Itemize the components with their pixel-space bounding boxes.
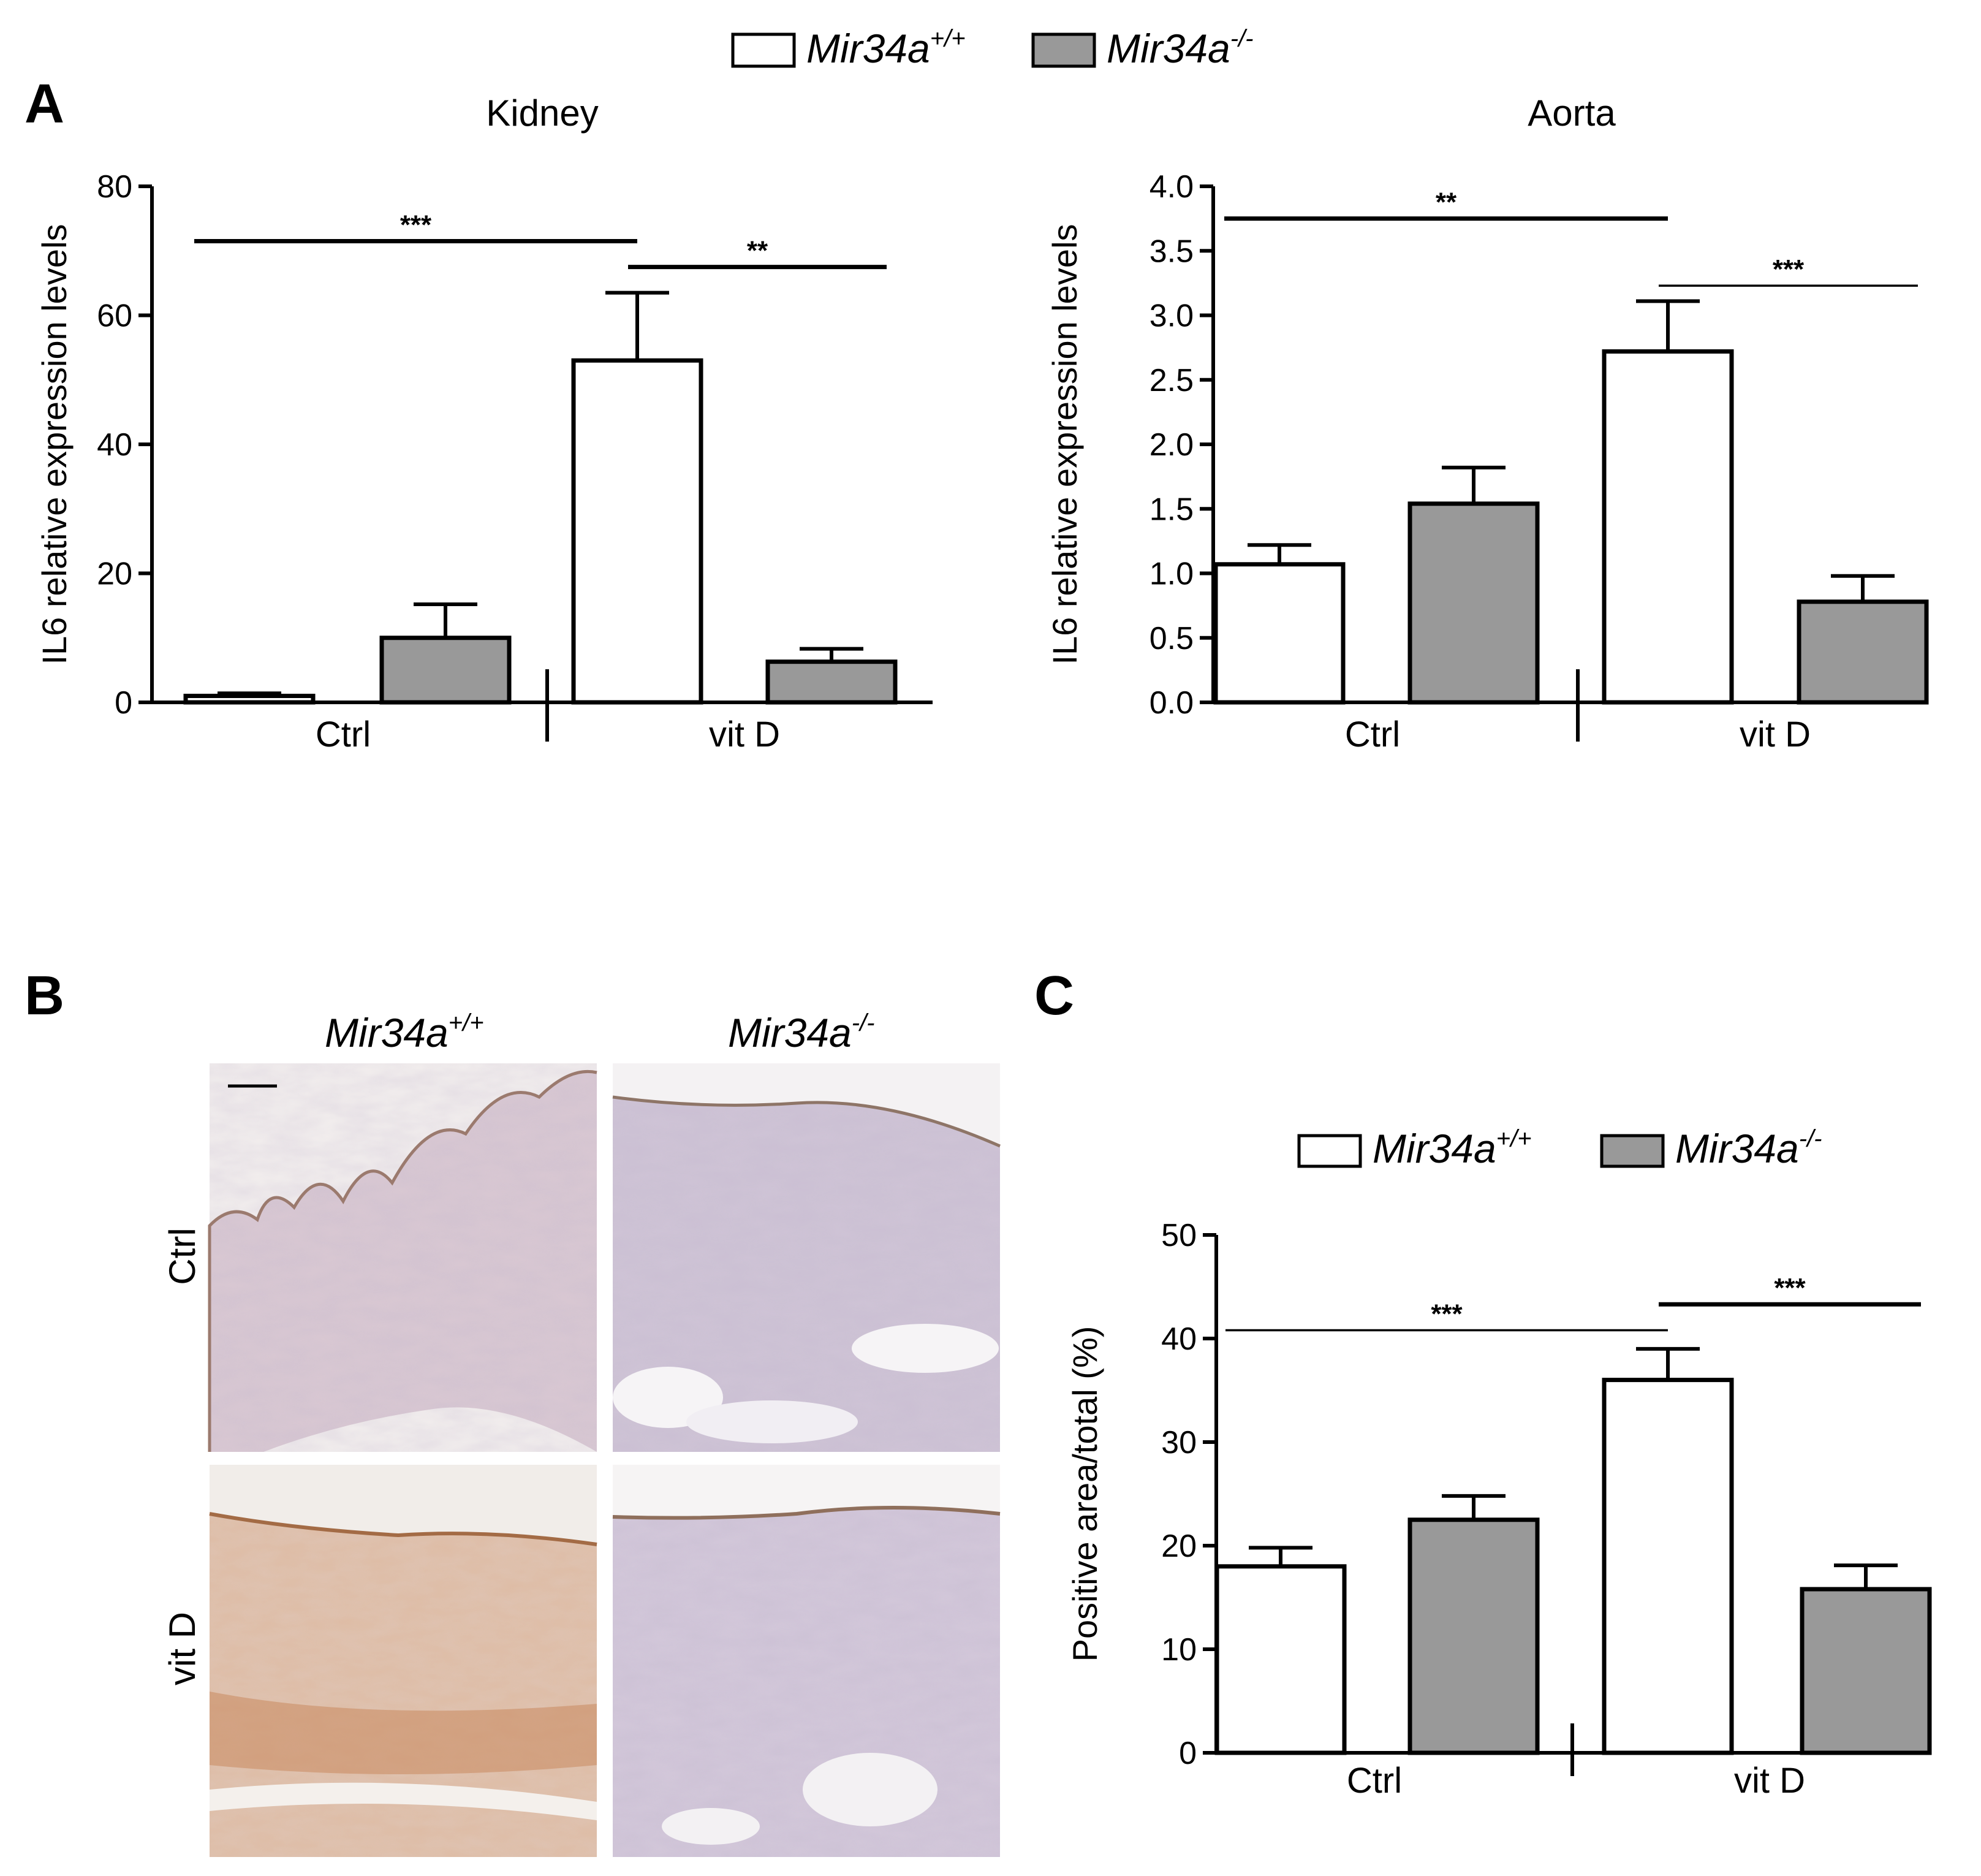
micrograph-ko-vitd xyxy=(612,1465,1001,1857)
legend-top: Mir34a+/+ Mir34a-/- xyxy=(731,25,1254,71)
y-tick-label: 80 xyxy=(97,169,132,205)
y-tick-label: 2.5 xyxy=(1150,363,1194,398)
x-category-label: vit D xyxy=(1740,715,1811,754)
chart-aorta: Aorta IL6 relative expression levels 0.0 0.… xyxy=(1045,93,1929,754)
legend-c-label-ko: Mir34a-/- xyxy=(1675,1125,1822,1171)
y-tick-label: 40 xyxy=(97,427,132,463)
chart-positive-area: Positive area/total (%) 0 10 20 30 40 50 Ctrl vi… xyxy=(1066,1218,1932,1801)
legend-swatch-ko xyxy=(1031,32,1096,68)
y-tick-label: 1.5 xyxy=(1150,492,1194,527)
legend-c-swatch-wt xyxy=(1297,1134,1362,1168)
y-tick-label: 60 xyxy=(97,298,132,334)
legend-swatch-wt xyxy=(731,32,796,68)
x-category-label: Ctrl xyxy=(1347,1761,1402,1801)
significance-label: ** xyxy=(747,236,768,266)
micrograph-wt-vitd xyxy=(209,1465,597,1857)
y-tick-label: 4.0 xyxy=(1150,169,1194,205)
bar-wt xyxy=(1602,1378,1734,1755)
bar-ko xyxy=(1797,599,1929,705)
legend-c-label-wt: Mir34a+/+ xyxy=(1373,1125,1532,1171)
y-tick-label: 3.0 xyxy=(1150,298,1194,334)
y-tick-label: 0 xyxy=(1179,1736,1197,1771)
bar-ko xyxy=(1800,1587,1932,1755)
x-category-label: Ctrl xyxy=(316,715,371,754)
micrograph-row-label-ctrl: Ctrl xyxy=(162,1228,203,1285)
significance-label: *** xyxy=(1431,1299,1463,1329)
bar-wt xyxy=(183,693,316,705)
bar-ko xyxy=(1407,1517,1540,1755)
chart-kidney: Kidney IL6 relative expression levels 0 20 4… xyxy=(35,93,933,754)
x-category-label: Ctrl xyxy=(1345,715,1400,754)
bar-wt xyxy=(571,358,703,705)
y-tick-label: 30 xyxy=(1161,1425,1197,1460)
micrograph-ko-ctrl xyxy=(612,1063,1001,1452)
y-tick-label: 0.5 xyxy=(1150,621,1194,656)
y-tick-label: 0.0 xyxy=(1150,685,1194,721)
significance-label: ** xyxy=(1436,188,1457,218)
significance-label: *** xyxy=(1774,1273,1806,1303)
micrograph-wt-ctrl xyxy=(208,1063,597,1452)
bar-wt xyxy=(1213,562,1346,705)
y-tick-label: 3.5 xyxy=(1150,234,1194,269)
chart-title: Kidney xyxy=(486,93,598,134)
bar-ko xyxy=(1407,501,1540,705)
y-tick-label: 10 xyxy=(1161,1632,1197,1668)
chart-title: Aorta xyxy=(1528,93,1616,134)
significance-label: *** xyxy=(400,210,432,240)
y-axis-label: Positive area/total (%) xyxy=(1066,1326,1104,1662)
micrograph-col-header-wt: Mir34a+/+ xyxy=(325,1009,484,1055)
micrograph-row-label-vitd: vit D xyxy=(162,1612,203,1685)
legend-label-ko: Mir34a-/- xyxy=(1107,25,1254,71)
legend-c-swatch-ko xyxy=(1600,1134,1665,1168)
bar-ko xyxy=(765,659,898,705)
y-tick-label: 0 xyxy=(115,685,132,721)
panel-label-c: C xyxy=(1034,965,1074,1027)
bar-wt xyxy=(1602,349,1734,705)
y-tick-label: 1.0 xyxy=(1150,556,1194,592)
legend-panel-c: Mir34a+/+ Mir34a-/- xyxy=(1297,1125,1822,1171)
panel-label-b: B xyxy=(25,965,64,1027)
y-tick-label: 20 xyxy=(97,556,132,592)
significance-label: *** xyxy=(1773,254,1805,284)
x-category-label: vit D xyxy=(1734,1761,1805,1801)
y-tick-label: 20 xyxy=(1161,1529,1197,1564)
bar-wt xyxy=(1214,1564,1347,1755)
y-tick-label: 2.0 xyxy=(1150,427,1194,463)
y-tick-label: 40 xyxy=(1161,1321,1197,1357)
micrograph-col-header-ko: Mir34a-/- xyxy=(728,1009,875,1055)
bar-ko xyxy=(379,636,512,705)
legend-label-wt: Mir34a+/+ xyxy=(806,25,966,71)
panel-label-a: A xyxy=(25,74,64,135)
y-axis-label: IL6 relative expression levels xyxy=(1045,224,1084,664)
y-tick-label: 50 xyxy=(1161,1218,1197,1253)
micrograph-panel: Mir34a+/+ Mir34a-/- Ctrl vit D xyxy=(162,1009,1001,1857)
x-category-label: vit D xyxy=(709,715,780,754)
y-axis-label: IL6 relative expression levels xyxy=(35,224,74,664)
